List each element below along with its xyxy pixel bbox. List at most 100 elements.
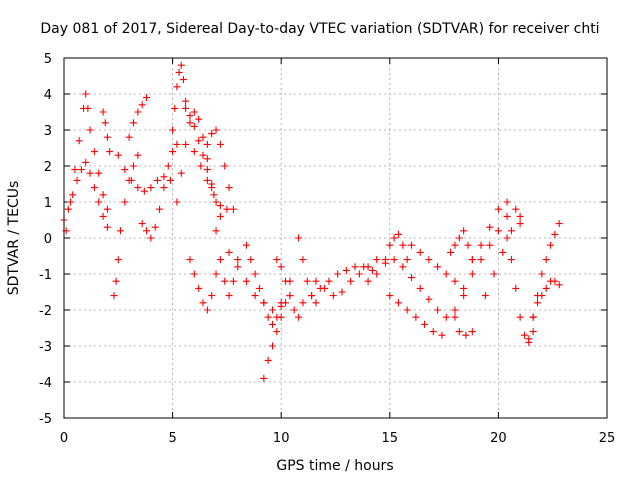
data-point — [351, 263, 359, 271]
y-tick-label: 0 — [44, 232, 52, 247]
data-point — [190, 108, 198, 116]
y-tick-label: -2 — [39, 304, 52, 319]
data-point — [82, 158, 90, 166]
data-point — [86, 169, 94, 177]
data-point — [442, 270, 450, 278]
data-point — [99, 191, 107, 199]
data-point — [342, 266, 350, 274]
axis-ticks: 0 5 10 15 20 25 -5 -4 -3 -2 -1 0 1 2 3 4 5 — [39, 52, 615, 446]
data-point — [234, 263, 242, 271]
data-point — [525, 335, 533, 343]
data-point — [364, 277, 372, 285]
data-point — [416, 284, 424, 292]
chart-title: Day 081 of 2017, Sidereal Day-to-day VTE… — [40, 21, 599, 37]
data-point — [260, 374, 268, 382]
data-point — [223, 205, 231, 213]
data-series — [273, 256, 303, 321]
data-point — [468, 328, 476, 336]
data-point — [269, 320, 277, 328]
data-point — [169, 126, 177, 134]
data-series — [529, 277, 563, 321]
data-point — [229, 277, 237, 285]
data-point — [468, 256, 476, 264]
data-point — [225, 248, 233, 256]
data-point — [381, 256, 389, 264]
data-point — [481, 292, 489, 300]
data-series — [125, 94, 151, 141]
data-point — [390, 256, 398, 264]
data-point — [134, 108, 142, 116]
data-point — [295, 234, 303, 242]
data-point — [425, 256, 433, 264]
data-point — [312, 277, 320, 285]
data-point — [347, 277, 355, 285]
data-point — [447, 248, 455, 256]
y-tick-label: -5 — [39, 412, 52, 427]
data-point — [308, 292, 316, 300]
plot-frame — [63, 57, 608, 419]
data-point — [312, 299, 320, 307]
data-point — [455, 328, 463, 336]
data-point — [186, 119, 194, 127]
data-point — [221, 277, 229, 285]
data-series — [190, 148, 231, 213]
data-point — [503, 198, 511, 206]
data-point — [173, 198, 181, 206]
data-point — [121, 198, 129, 206]
data-series — [212, 227, 242, 300]
data-point — [212, 270, 220, 278]
data-point — [451, 313, 459, 321]
data-point — [386, 241, 394, 249]
data-point — [451, 306, 459, 314]
data-point — [451, 241, 459, 249]
data-series — [80, 90, 111, 213]
data-point — [140, 187, 148, 195]
data-point — [503, 212, 511, 220]
data-point — [242, 277, 250, 285]
data-point — [529, 328, 537, 336]
data-point — [434, 306, 442, 314]
data-point — [290, 306, 298, 314]
data-point — [464, 241, 472, 249]
data-series — [481, 212, 524, 300]
data-series — [173, 108, 216, 206]
data-point — [110, 292, 118, 300]
data-point — [182, 97, 190, 105]
data-point — [95, 198, 103, 206]
data-points — [60, 61, 563, 382]
data-point — [84, 104, 92, 112]
data-point — [208, 184, 216, 192]
data-point — [403, 256, 411, 264]
data-point — [269, 342, 277, 350]
data-point — [203, 155, 211, 163]
x-tick-label: 25 — [599, 431, 616, 446]
data-point — [190, 270, 198, 278]
data-point — [166, 176, 174, 184]
y-tick-label: -3 — [39, 340, 52, 355]
data-series — [60, 158, 111, 231]
data-series — [408, 241, 468, 292]
data-point — [138, 101, 146, 109]
data-point — [533, 299, 541, 307]
data-point — [203, 306, 211, 314]
data-point — [468, 270, 476, 278]
data-point — [282, 299, 290, 307]
data-point — [264, 356, 272, 364]
x-tick-label: 5 — [168, 431, 176, 446]
data-point — [147, 234, 155, 242]
data-point — [130, 119, 138, 127]
data-point — [460, 227, 468, 235]
data-point — [138, 220, 146, 228]
data-series — [260, 277, 294, 382]
data-point — [216, 140, 224, 148]
x-tick-label: 10 — [273, 431, 290, 446]
data-point — [251, 270, 259, 278]
data-point — [121, 166, 129, 174]
data-point — [273, 256, 281, 264]
data-point — [186, 112, 194, 120]
data-point — [303, 277, 311, 285]
data-point — [229, 205, 237, 213]
data-point — [408, 241, 416, 249]
data-point — [199, 133, 207, 141]
